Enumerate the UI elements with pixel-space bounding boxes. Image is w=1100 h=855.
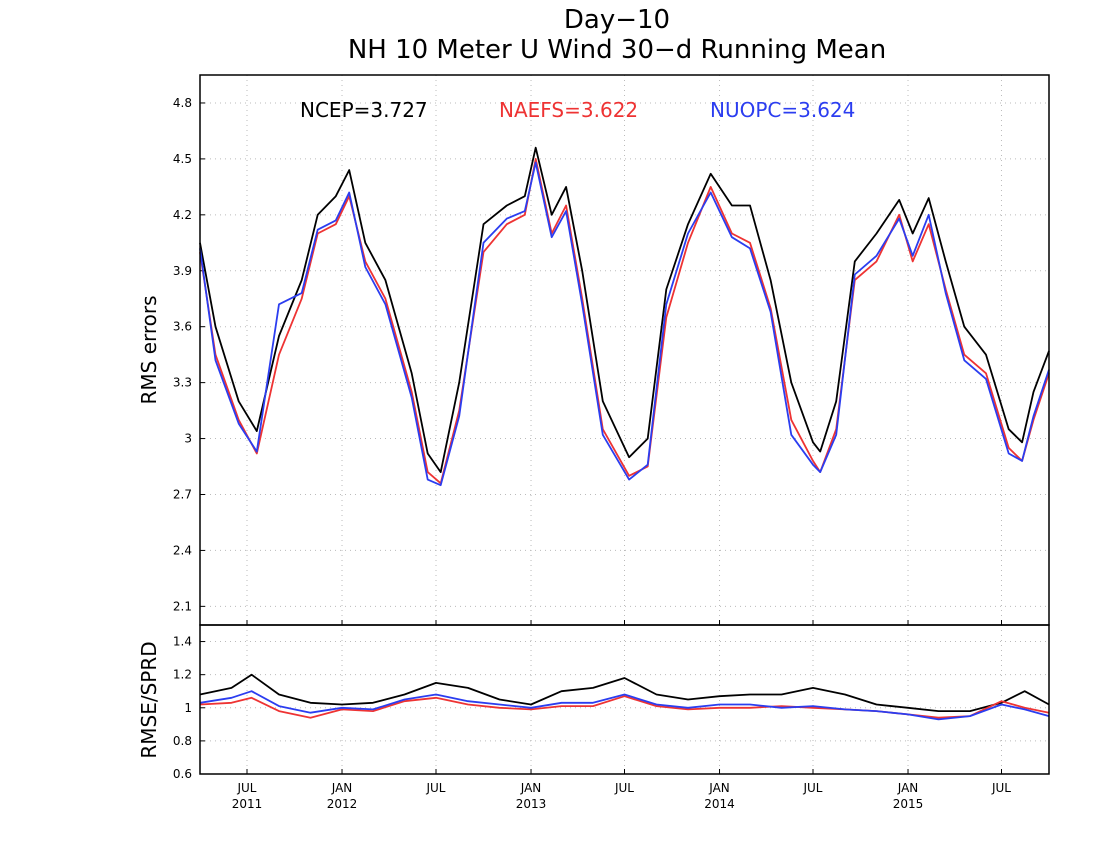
- x-tick-year-label: 2014: [704, 797, 735, 811]
- top-y-tick-label: 3.6: [173, 320, 192, 334]
- x-tick-year-label: 2011: [232, 797, 263, 811]
- x-tick-month-label: JUL: [614, 781, 634, 795]
- x-tick-year-label: 2013: [516, 797, 547, 811]
- bottom-series-lines: [199, 673, 1050, 721]
- x-tick-year-label: 2012: [327, 797, 358, 811]
- bottom-gridlines: [200, 625, 1049, 774]
- ncep-stat-label: NCEP=3.727: [300, 98, 428, 122]
- top-series-line-1: [199, 157, 1050, 485]
- x-tick-year-label: 2015: [893, 797, 924, 811]
- top-y-tick-label: 3.3: [173, 376, 192, 390]
- bottom-y-tick-label: 0.6: [173, 767, 192, 781]
- x-tick-month-label: JAN: [708, 781, 730, 795]
- bottom-y-axis-label: RMSE/SPRD: [137, 641, 161, 758]
- bottom-series-line-2: [199, 690, 1050, 721]
- naefs-stat-label: NAEFS=3.622: [499, 98, 638, 122]
- x-tick-month-label: JAN: [897, 781, 919, 795]
- top-y-tick-label: 2.4: [173, 543, 192, 557]
- stats-annotations: NCEP=3.727 NAEFS=3.622 NUOPC=3.624: [300, 98, 855, 122]
- bottom-plot-frame: [199, 624, 1050, 775]
- top-y-tick-labels: 2.1 2.4 2.7 3 3.3 3.6 3.9 4.2 4.5 4.8: [173, 96, 205, 613]
- top-series-line-2: [199, 161, 1050, 487]
- bottom-y-tick-label: 1.2: [173, 668, 192, 682]
- bottom-y-tick-label: 1: [184, 701, 192, 715]
- top-y-tick-label: 2.1: [173, 599, 192, 613]
- top-y-axis-label: RMS errors: [137, 295, 161, 404]
- bottom-y-tick-label: 0.8: [173, 734, 192, 748]
- chart-subtitle: NH 10 Meter U Wind 30−d Running Mean: [348, 35, 886, 65]
- nuopc-stat-label: NUOPC=3.624: [710, 98, 855, 122]
- x-tick-month-label: JUL: [425, 781, 445, 795]
- bottom-y-tick-labels: 0.6 0.8 1 1.2 1.4: [173, 635, 205, 781]
- top-y-tick-label: 3.9: [173, 264, 192, 278]
- bottom-series-line-0: [199, 673, 1050, 712]
- top-series-line-0: [199, 146, 1050, 474]
- x-tick-month-label: JAN: [520, 781, 542, 795]
- bottom-series-line-1: [199, 695, 1050, 719]
- top-y-tick-label: 4.8: [173, 96, 192, 110]
- top-gridlines: [200, 75, 1049, 625]
- top-y-tick-label: 3: [184, 432, 192, 446]
- chart-title: Day−10: [564, 5, 670, 35]
- top-y-tick-label: 4.5: [173, 152, 192, 166]
- x-tick-month-label: JUL: [991, 781, 1011, 795]
- top-series-lines: [199, 146, 1050, 487]
- top-y-tick-label: 4.2: [173, 208, 192, 222]
- bottom-y-tick-label: 1.4: [173, 635, 192, 649]
- x-tick-month-label: JAN: [331, 781, 353, 795]
- x-tick-month-label: JUL: [236, 781, 256, 795]
- x-tick-labels: JUL 2011 JAN 2012 JUL JAN 2013 JUL JAN 2014 JUL JAN…: [232, 781, 1012, 811]
- x-tick-month-label: JUL: [802, 781, 822, 795]
- top-y-tick-label: 2.7: [173, 487, 192, 501]
